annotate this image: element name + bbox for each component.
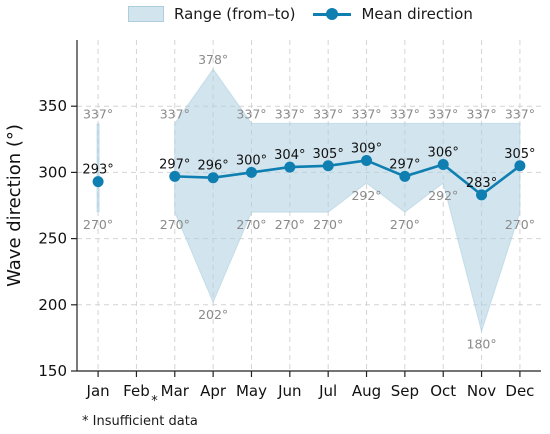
mean-value-label: 296° <box>197 159 228 174</box>
x-tick-label: Dec <box>505 382 534 400</box>
range-upper-label: 337° <box>467 106 497 121</box>
x-tick-label: May <box>236 382 267 400</box>
mean-point <box>476 189 488 201</box>
range-lower-label: 180° <box>467 336 497 351</box>
mean-value-label: 306° <box>428 145 459 160</box>
range-lower-label: 292° <box>351 188 381 203</box>
insufficient-data-marker: * <box>151 394 158 409</box>
x-tick-label: Nov <box>467 382 496 400</box>
range-upper-label: 337° <box>351 106 381 121</box>
y-axis-label: Wave direction (°) <box>4 124 25 287</box>
mean-value-label: 309° <box>351 141 382 156</box>
mean-value-label: 305° <box>504 147 535 162</box>
y-tick-label: 200 <box>38 296 67 314</box>
range-upper-label: 337° <box>313 106 343 121</box>
y-tick-label: 150 <box>38 362 67 380</box>
range-lower-label: 270° <box>83 217 113 232</box>
x-tick-label: Jun <box>277 382 301 400</box>
range-upper-label: 337° <box>83 106 113 121</box>
legend-item-mean[interactable]: Mean direction <box>313 5 473 23</box>
mean-value-label: 283° <box>466 176 497 191</box>
range-lower-label: 270° <box>313 217 343 232</box>
x-tick-label: Sep <box>391 382 419 400</box>
range-lower-label: 270° <box>275 217 305 232</box>
mean-line <box>174 159 521 197</box>
mean-point <box>169 170 181 182</box>
mean-value-label: 304° <box>274 148 305 163</box>
x-tick-label: Aug <box>352 382 381 400</box>
mean-point <box>92 176 104 188</box>
y-tick-label: 300 <box>38 163 67 181</box>
x-tick-label: Feb <box>123 382 150 400</box>
y-tick-label: 250 <box>38 230 67 248</box>
range-upper-label: 337° <box>428 106 458 121</box>
x-tick-label: Apr <box>200 382 227 400</box>
range-lower-label: 270° <box>160 217 190 232</box>
range-band <box>174 68 521 334</box>
legend: Range (from–to) Mean direction <box>128 5 491 23</box>
y-tick-label: 350 <box>38 97 67 115</box>
mean-value-label: 300° <box>236 153 267 168</box>
mean-point <box>245 166 257 178</box>
mean-point <box>322 160 334 172</box>
range-swatch-icon <box>128 6 164 22</box>
mean-line-swatch-icon <box>313 7 352 21</box>
mean-point <box>361 154 373 166</box>
range-upper-label: 337° <box>160 106 190 121</box>
range-lower-label: 270° <box>236 217 266 232</box>
mean-point <box>207 172 219 184</box>
range-upper-label: 337° <box>390 106 420 121</box>
x-tick-label: Oct <box>430 382 456 400</box>
range-upper-label: 337° <box>505 106 535 121</box>
range-lower-label: 292° <box>428 188 458 203</box>
range-upper-label: 337° <box>236 106 266 121</box>
mean-point <box>399 170 411 182</box>
mean-value-label: 297° <box>389 157 420 172</box>
mean-value-label: 293° <box>82 163 113 178</box>
legend-item-range[interactable]: Range (from–to) <box>128 5 295 23</box>
legend-mean-label: Mean direction <box>361 5 473 23</box>
x-tick-label: Jan <box>86 382 110 400</box>
range-lower-label: 202° <box>198 307 228 322</box>
insufficient-data-footnote: * Insufficient data <box>82 414 198 429</box>
mean-point <box>437 158 449 170</box>
range-upper-label: 337° <box>275 106 305 121</box>
mean-point <box>514 160 526 172</box>
mean-point <box>284 161 296 173</box>
x-tick-label: Mar <box>161 382 190 400</box>
range-upper-label: 378° <box>198 52 228 67</box>
legend-range-label: Range (from–to) <box>174 5 296 23</box>
mean-value-label: 305° <box>313 147 344 162</box>
x-tick-label: Jul <box>318 382 337 400</box>
mean-value-label: 297° <box>159 157 190 172</box>
range-lower-label: 270° <box>390 217 420 232</box>
range-lower-label: 270° <box>505 217 535 232</box>
